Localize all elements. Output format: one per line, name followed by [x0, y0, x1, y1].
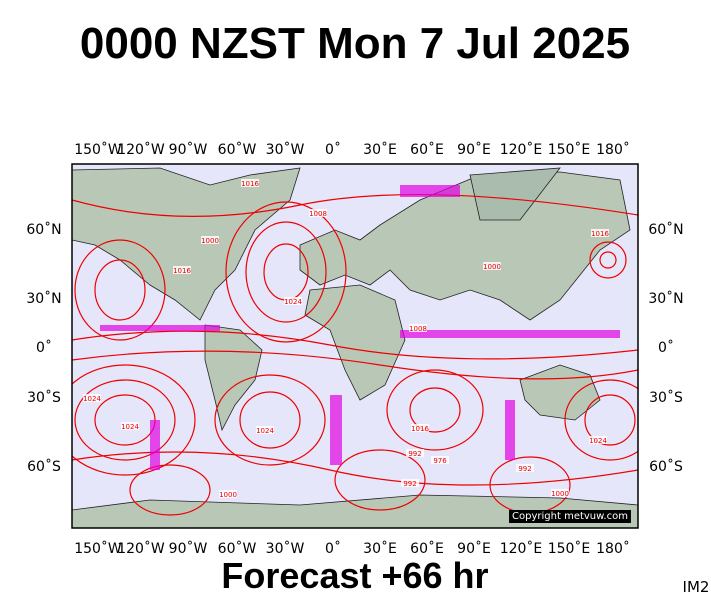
- longitude-label: 60˚E: [410, 141, 444, 158]
- isobar-label: 992: [408, 450, 421, 458]
- longitude-label: 150˚W: [74, 540, 122, 557]
- isobar-label: 1024: [121, 423, 139, 431]
- latitude-label: 30˚N: [648, 290, 683, 307]
- longitude-label: 30˚W: [266, 540, 305, 557]
- isobar-label: 1024: [83, 395, 101, 403]
- longitude-label: 0˚: [325, 141, 341, 158]
- longitude-label: 30˚E: [363, 141, 397, 158]
- isobar-label-bg: [591, 229, 609, 237]
- isobar-label: 1000: [219, 491, 237, 499]
- longitude-label: 150˚W: [74, 141, 122, 158]
- isobar-label-bg: [201, 236, 219, 244]
- longitude-label: 120˚W: [117, 141, 165, 158]
- longitude-label: 30˚W: [266, 141, 305, 158]
- isobar-label-bg: [409, 324, 427, 332]
- latitude-label: 60˚S: [649, 458, 683, 475]
- isobar-label: 1024: [256, 427, 274, 435]
- latitude-label: 60˚N: [648, 221, 683, 238]
- isobar-label-bg: [411, 424, 429, 432]
- longitude-label: 150˚E: [548, 141, 591, 158]
- isobar-label: 1016: [411, 425, 429, 433]
- longitude-label: 120˚E: [500, 540, 543, 557]
- isobar-label-bg: [241, 179, 259, 187]
- copyright-bg: [509, 510, 631, 523]
- isobar-label-bg: [401, 479, 419, 487]
- map-area: 1008 1016 1024 1016 1000 1008 1000 1016 1024 1024…: [72, 164, 638, 528]
- longitude-label: 60˚W: [218, 540, 257, 557]
- latitude-label: 30˚N: [26, 290, 61, 307]
- isobar-label-bg: [256, 426, 274, 434]
- longitude-label: 90˚W: [169, 141, 208, 158]
- isobar-label: 992: [403, 480, 416, 488]
- isobar-label: 976: [433, 457, 447, 465]
- latitude-label: 60˚S: [27, 458, 61, 475]
- isobar-label-bg: [406, 449, 424, 457]
- isobar-label: 992: [518, 465, 531, 473]
- longitude-label: 60˚E: [410, 540, 444, 557]
- longitude-label: 150˚E: [548, 540, 591, 557]
- isobar-label: 1024: [284, 298, 302, 306]
- isobar-label: 1016: [591, 230, 609, 238]
- isobar-label-bg: [516, 464, 534, 472]
- longitude-label: 90˚E: [457, 141, 491, 158]
- isobar-label-bg: [589, 436, 607, 444]
- latitude-label: 0˚: [658, 339, 674, 356]
- latitude-label: 30˚S: [27, 389, 61, 406]
- isobar-label-bg: [173, 266, 191, 274]
- copyright: Copyright metvuw.com: [512, 511, 628, 522]
- latitude-label: 60˚N: [26, 221, 61, 238]
- isobar-label: 1008: [309, 210, 327, 218]
- longitude-label: 60˚W: [218, 141, 257, 158]
- isobar-label-bg: [483, 262, 501, 270]
- corner-label: IM2: [683, 578, 710, 596]
- longitude-label: 180˚: [596, 540, 630, 557]
- longitude-label: 30˚E: [363, 540, 397, 557]
- latitude-label: 0˚: [36, 339, 52, 356]
- isobar-label-bg: [431, 456, 449, 464]
- isobar-label: 1000: [201, 237, 219, 245]
- longitude-label: 180˚: [596, 141, 630, 158]
- isobar-label-bg: [551, 489, 569, 497]
- forecast-label: Forecast +66 hr: [221, 555, 488, 596]
- isobar-label-bg: [83, 394, 101, 402]
- longitude-label: 90˚W: [169, 540, 208, 557]
- isobar-label-bg: [309, 209, 327, 217]
- isobar-label: 1000: [483, 263, 501, 271]
- latitude-label: 30˚S: [649, 389, 683, 406]
- isobar-label: 1000: [551, 490, 569, 498]
- isobar-label-bg: [219, 490, 237, 498]
- isobar-label-bg: [284, 297, 302, 305]
- isobar-label: 1008: [409, 325, 427, 333]
- isobar-label: 1016: [241, 180, 259, 188]
- longitude-label: 90˚E: [457, 540, 491, 557]
- longitude-label: 120˚W: [117, 540, 165, 557]
- isobar-label-bg: [121, 422, 139, 430]
- title: 0000 NZST Mon 7 Jul 2025: [80, 19, 630, 68]
- longitude-label: 120˚E: [500, 141, 543, 158]
- isobar-label: 1016: [173, 267, 191, 275]
- isobar-label: 1024: [589, 437, 607, 445]
- longitude-label: 0˚: [325, 540, 341, 557]
